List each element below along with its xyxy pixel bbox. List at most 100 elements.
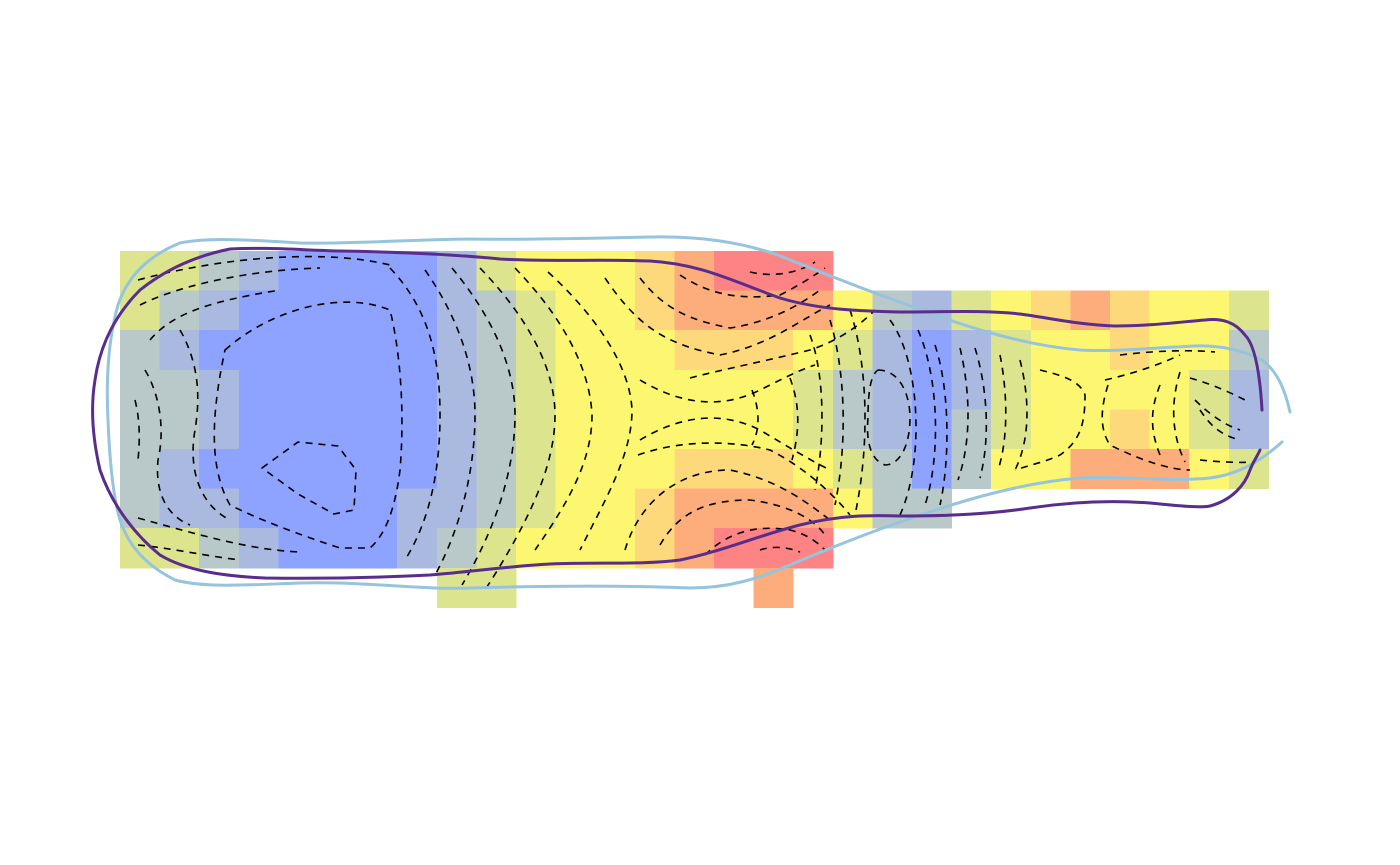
heatmap-cell [595,449,636,490]
heatmap-cell [912,409,953,450]
contour-lines [134,255,1256,591]
contour-line [639,277,821,329]
heatmap-cell [159,449,200,490]
heatmap-cell [516,488,557,529]
heatmap-cell [832,488,873,529]
heatmap-cell [595,290,636,331]
heatmap-cell [832,449,873,490]
heatmap-cell [912,488,953,529]
heatmap-cell [793,449,834,490]
contour-line [759,546,801,553]
heatmap-cell [397,409,438,450]
heatmap-cell [436,290,477,331]
heatmap-cell [634,290,675,331]
contour-line [137,517,301,553]
heatmap-cell [199,488,240,529]
contour-line [917,329,937,506]
heatmap-cell [674,488,715,529]
heatmap-cell [1030,369,1071,410]
heatmap-cell [595,330,636,371]
heatmap-cell [1228,290,1269,331]
heatmap-cell [1070,409,1111,450]
heatmap-cell [555,330,596,371]
heatmap-cell [516,251,557,292]
heatmap-cell [1149,369,1190,410]
heatmap-cell [436,528,477,569]
heatmap-cell [634,369,675,410]
contour-line [479,267,556,591]
heatmap-cell [397,330,438,371]
inner-outline [91,246,1264,580]
heatmap-cell [714,330,755,371]
heatmap-cell [1149,330,1190,371]
heatmap-cell [912,449,953,490]
contour-line [679,267,826,298]
heatmap-cell [1189,409,1230,450]
heatmap-cell [318,449,359,490]
heatmap-cell [476,528,517,569]
heatmap-cell [1189,330,1230,371]
heatmap-cell [753,449,794,490]
heatmap-cell [238,449,279,490]
heatmap-cell [555,369,596,410]
heatmap-cell [912,369,953,410]
contour-line [639,417,831,471]
contour-line [689,309,876,379]
heatmap-cell [912,330,953,371]
heatmap-cell [793,251,834,292]
contour-line [1199,409,1241,441]
contour-line [261,441,357,515]
heatmap-cell [436,369,477,410]
heatmap-cell [199,449,240,490]
heatmap-cell [397,251,438,292]
contour-line [139,267,321,306]
heatmap-cell [318,330,359,371]
heatmap-cell [199,330,240,371]
heatmap-cell [318,290,359,331]
heatmap-cell [555,290,596,331]
heatmap-cell [516,409,557,450]
contour-line [1119,349,1216,356]
heatmap-cell [634,488,675,529]
heatmap-cell [832,409,873,450]
heatmap-cell [753,251,794,292]
heatmap-cell [793,409,834,450]
heatmap-cell [555,251,596,292]
heatmap-cell [318,369,359,410]
heatmap-cell [595,409,636,450]
heatmap-cell [516,290,557,331]
heatmap-cell [436,488,477,529]
heatmap-cell [199,409,240,450]
heatmap-cell [714,449,755,490]
contour-line [889,319,917,516]
heatmap-cell [357,409,398,450]
heatmap-cell [159,409,200,450]
heatmap-cell [318,409,359,450]
heatmap-cell [318,251,359,292]
heatmap-cell [238,369,279,410]
contour-line [1194,399,1241,431]
heatmap-cell [832,369,873,410]
contour-line [1189,377,1246,401]
heatmap-cell [357,330,398,371]
heatmap-cell [1070,369,1111,410]
contour-line [809,334,823,491]
heatmap-cell [793,369,834,410]
heatmap-cell [555,528,596,569]
heatmap-cell [357,488,398,529]
heatmap-cell [199,290,240,331]
heatmap-cell [1110,409,1151,450]
contour-line [1199,459,1256,464]
contour-line [424,269,476,576]
heatmap-cell [753,409,794,450]
contour-line [974,347,988,479]
heatmap-cell [1110,449,1151,490]
heatmap-cell [595,488,636,529]
contour-line [866,369,911,466]
heatmap-cell [634,409,675,450]
heatmap-cell [397,290,438,331]
heatmap-cell [1149,409,1190,450]
heatmap-cell [793,330,834,371]
heatmap-cell [991,369,1032,410]
heatmap-cell [951,330,992,371]
